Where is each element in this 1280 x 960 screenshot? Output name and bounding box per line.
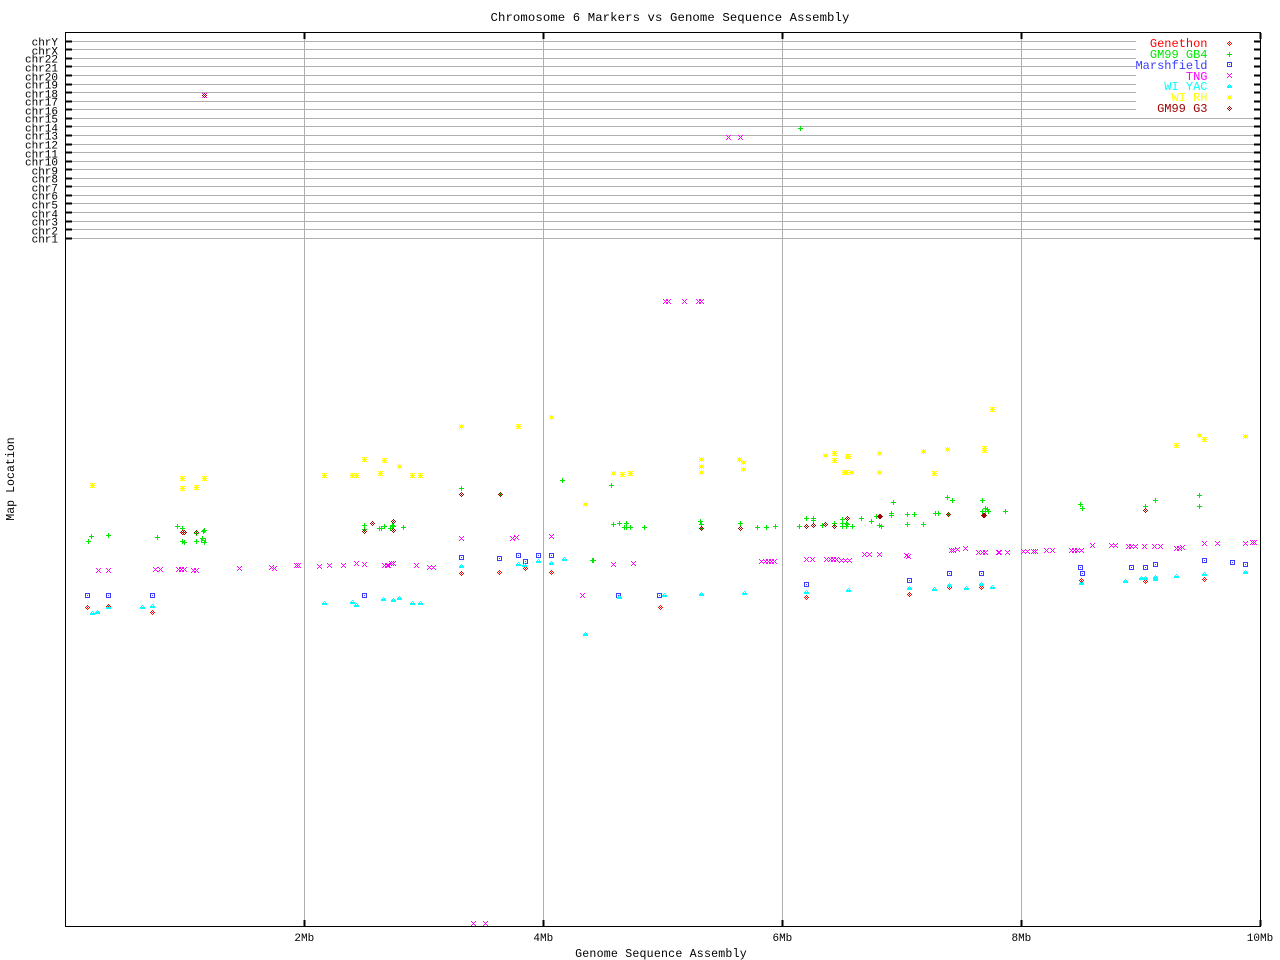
svg-text:chr1: chr1 [32,234,59,246]
svg-text:chr9: chr9 [32,166,58,178]
svg-text:chr10: chr10 [25,157,58,169]
svg-text:chr4: chr4 [32,209,59,221]
svg-text:chr14: chr14 [25,123,58,135]
svg-text:WI RH: WI RH [1171,91,1207,105]
svg-text:GM99 GB4: GM99 GB4 [1150,48,1208,62]
svg-text:Marshfield: Marshfield [1135,59,1207,73]
svg-text:Genome Sequence Assembly: Genome Sequence Assembly [575,948,747,960]
svg-text:chr19: chr19 [25,80,58,92]
svg-text:10Mb: 10Mb [1247,933,1273,945]
svg-text:chr11: chr11 [25,149,58,161]
svg-text:chr17: chr17 [25,97,58,109]
svg-text:chrX: chrX [32,46,59,58]
svg-text:4Mb: 4Mb [533,933,553,945]
svg-text:8Mb: 8Mb [1011,933,1031,945]
svg-text:Genethon: Genethon [1150,37,1208,51]
svg-text:chr2: chr2 [32,226,58,238]
svg-text:chr3: chr3 [32,217,58,229]
svg-text:chr18: chr18 [25,89,58,101]
svg-text:chr20: chr20 [25,72,58,84]
svg-text:chr6: chr6 [32,191,58,203]
svg-text:GM99 G3: GM99 G3 [1157,102,1207,116]
svg-text:chr15: chr15 [25,114,58,126]
svg-text:chr13: chr13 [25,131,58,143]
svg-text:chr22: chr22 [25,54,58,66]
svg-text:chr7: chr7 [32,183,58,195]
svg-text:chr16: chr16 [25,106,58,118]
svg-text:2Mb: 2Mb [294,933,314,945]
svg-text:chr8: chr8 [32,174,58,186]
svg-text:TNG: TNG [1186,70,1208,84]
svg-text:WI YAC: WI YAC [1164,80,1207,94]
svg-text:chr5: chr5 [32,200,58,212]
svg-text:chrY: chrY [32,37,59,49]
svg-text:chr21: chr21 [25,63,58,75]
svg-text:Map Location: Map Location [5,437,18,521]
svg-text:6Mb: 6Mb [772,933,792,945]
svg-text:chr12: chr12 [25,140,58,152]
svg-text:Chromosome 6 Markers vs Genome: Chromosome 6 Markers vs Genome Sequence … [490,11,849,25]
